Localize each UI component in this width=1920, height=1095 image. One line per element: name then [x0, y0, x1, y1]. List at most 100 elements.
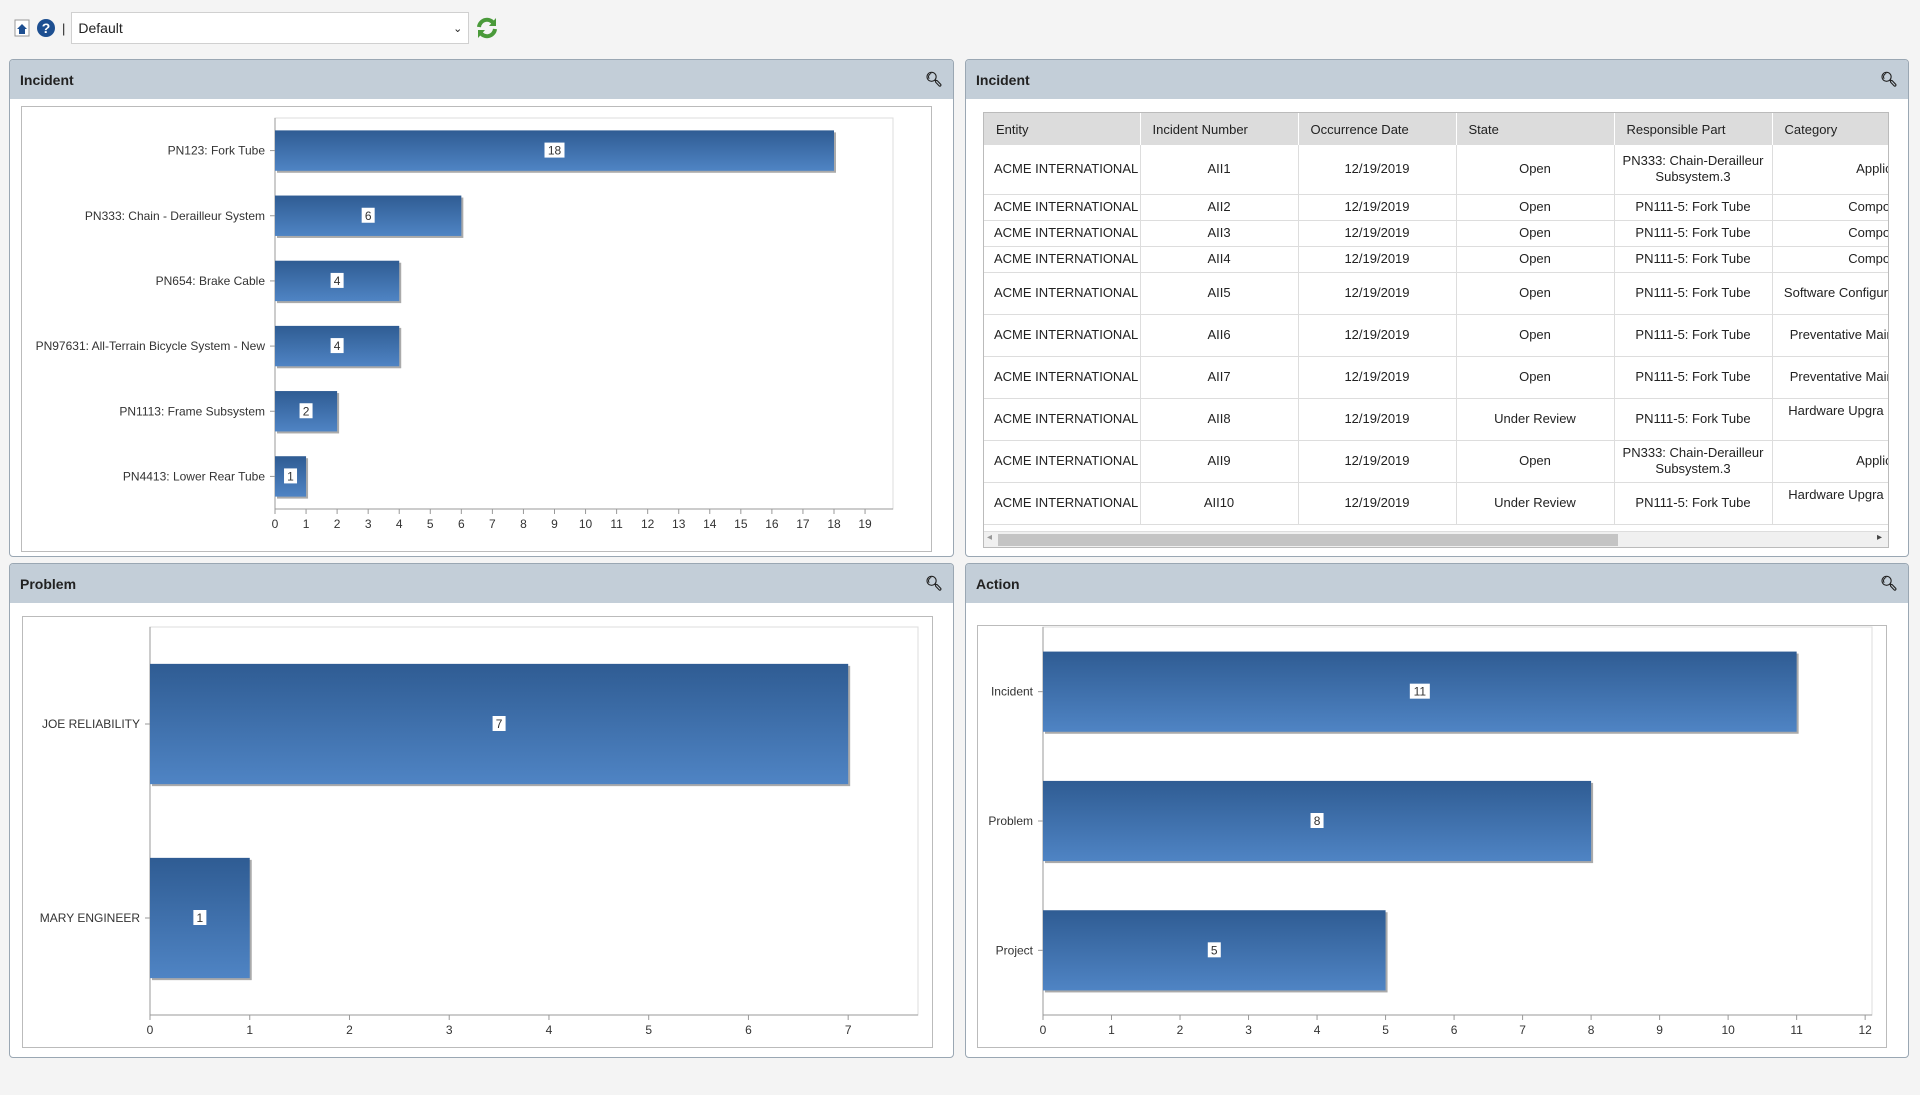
- panel-header: Problem 🔍︎: [10, 564, 953, 603]
- table-cell: 12/19/2019: [1298, 440, 1457, 483]
- x-tick-label: 13: [672, 517, 686, 531]
- data-label: 2: [303, 404, 310, 418]
- table-cell: AII7: [1140, 356, 1299, 399]
- table-row[interactable]: ACME INTERNATIONAL AII10 12/19/2019 Under R…: [984, 482, 1888, 525]
- table-cell: AII8: [1140, 398, 1299, 441]
- table-row[interactable]: ACME INTERNATIONAL AII7 12/19/2019 Open PN11…: [984, 356, 1888, 399]
- table-cell: ACME INTERNATIONAL: [984, 356, 1141, 399]
- chart-frame: 0 1 2 3 4 5 6 7 JOE RELIABILITY 7 MARY ENGINEER 1: [22, 616, 933, 1048]
- zoom-in-icon[interactable]: 🔍︎: [1880, 71, 1898, 87]
- column-header[interactable]: Entity: [984, 113, 1141, 145]
- table-cell: 12/19/2019: [1298, 246, 1457, 273]
- table-row[interactable]: ACME INTERNATIONAL AII5 12/19/2019 Open PN11…: [984, 272, 1888, 315]
- table-cell: Hardware Upgra Required To Ope: [1772, 482, 1888, 525]
- help-icon[interactable]: ?: [36, 18, 56, 38]
- data-label: 1: [197, 911, 204, 925]
- column-header[interactable]: State: [1456, 113, 1615, 145]
- table-cell: Open: [1456, 356, 1615, 399]
- category-label: Incident: [991, 685, 1034, 699]
- home-icon[interactable]: [14, 19, 30, 37]
- table-row[interactable]: ACME INTERNATIONAL AII8 12/19/2019 Under Re…: [984, 398, 1888, 441]
- table-cell: AII6: [1140, 314, 1299, 357]
- table-row[interactable]: ACME INTERNATIONAL AII2 12/19/2019 Open PN11…: [984, 194, 1888, 221]
- zoom-in-icon[interactable]: 🔍︎: [925, 71, 943, 87]
- category-label: JOE RELIABILITY: [42, 717, 140, 731]
- scroll-left-icon[interactable]: ◂: [987, 532, 993, 543]
- table-cell: Hardware Upgra Required To Ope: [1772, 398, 1888, 441]
- table-cell: PN111-5: Fork Tube: [1614, 356, 1773, 399]
- x-tick-label: 8: [520, 517, 527, 531]
- table-cell: PN111-5: Fork Tube: [1614, 194, 1773, 221]
- table-row[interactable]: ACME INTERNATIONAL AII9 12/19/2019 Open PN33…: [984, 440, 1888, 483]
- x-tick-label: 15: [734, 517, 748, 531]
- table-cell: Software Configur Problem: [1772, 272, 1888, 315]
- plot-area: [274, 117, 894, 510]
- table-cell: PN111-5: Fork Tube: [1614, 246, 1773, 273]
- x-tick-label: 7: [1519, 1023, 1526, 1037]
- column-header[interactable]: Incident Number: [1140, 113, 1299, 145]
- incident-table-panel: Incident 🔍︎ Entity Incident Number Occurren…: [965, 59, 1909, 557]
- data-label-box: [299, 403, 313, 419]
- x-tick-label: 18: [827, 517, 841, 531]
- data-label: 6: [365, 209, 372, 223]
- view-select[interactable]: Default ⌄: [71, 12, 470, 44]
- x-tick-label: 5: [645, 1023, 652, 1037]
- category-label: PN4413: Lower Rear Tube: [123, 469, 265, 483]
- zoom-in-icon[interactable]: 🔍︎: [1880, 575, 1898, 591]
- x-tick-label: 5: [427, 517, 434, 531]
- table-cell: ACME INTERNATIONAL: [984, 220, 1141, 247]
- x-tick-label: 7: [845, 1023, 852, 1037]
- data-label-box: [544, 142, 565, 158]
- chart-frame: 0 1 2 3 4 5 6 7 8 9 10 11 12 Incident 11 Problem 8 Projec…: [977, 625, 1887, 1048]
- x-tick-label: 16: [765, 517, 779, 531]
- x-tick-label: 2: [1177, 1023, 1184, 1037]
- data-label-box: [1310, 813, 1324, 828]
- category-label: PN123: Fork Tube: [168, 144, 266, 158]
- table-cell: Open: [1456, 314, 1615, 357]
- table-cell: 12/19/2019: [1298, 220, 1457, 247]
- x-tick-label: 10: [579, 517, 593, 531]
- table-cell: Under Review: [1456, 482, 1615, 525]
- table-cell: ACME INTERNATIONAL: [984, 145, 1141, 195]
- table-cell: AII1: [1140, 145, 1299, 195]
- column-header[interactable]: Responsible Part: [1614, 113, 1773, 145]
- scrollbar-thumb[interactable]: [998, 534, 1618, 546]
- table-row[interactable]: ACME INTERNATIONAL AII1 12/19/2019 Open PN33…: [984, 145, 1888, 195]
- x-tick-label: 2: [346, 1023, 353, 1037]
- category-label: PN333: Chain - Derailleur System: [85, 209, 265, 223]
- x-tick-label: 1: [1108, 1023, 1115, 1037]
- table-cell: PN333: Chain-Derailleur Subsystem.3: [1614, 145, 1773, 195]
- problem-chart-panel: Problem 🔍︎ 0 1 2 3 4 5 6 7 JOE RELIABILITY 7 MARY E…: [9, 563, 954, 1058]
- incident-chart-panel: Incident 🔍︎ 0 1 2 3 4 5 6 7 8 9 10 11 12 13 14 15 16 17 18 1…: [9, 59, 954, 557]
- x-tick-label: 10: [1721, 1023, 1735, 1037]
- panel-header: Incident 🔍︎: [966, 60, 1908, 99]
- refresh-icon[interactable]: [475, 16, 499, 40]
- table-cell: Application Iss: [1772, 145, 1888, 195]
- data-label-box: [193, 910, 207, 925]
- x-tick-label: 9: [1656, 1023, 1663, 1037]
- table-cell: Preventative Maintenance: [1772, 314, 1888, 357]
- table-cell: Open: [1456, 194, 1615, 221]
- panel-header: Incident 🔍︎: [10, 60, 953, 99]
- data-label-box: [330, 338, 344, 354]
- toolbar: ? | Default ⌄: [14, 12, 499, 44]
- zoom-in-icon[interactable]: 🔍︎: [925, 575, 943, 591]
- column-header[interactable]: Occurrence Date: [1298, 113, 1457, 145]
- x-tick-label: 4: [546, 1023, 553, 1037]
- chevron-down-icon: ⌄: [453, 22, 463, 35]
- table-cell: 12/19/2019: [1298, 272, 1457, 315]
- table-cell: Under Review: [1456, 398, 1615, 441]
- table-cell: 12/19/2019: [1298, 314, 1457, 357]
- table-row[interactable]: ACME INTERNATIONAL AII6 12/19/2019 Open PN11…: [984, 314, 1888, 357]
- chart-frame: 0 1 2 3 4 5 6 7 8 9 10 11 12 13 14 15 16 17 18 19 PN123: For…: [21, 106, 932, 552]
- column-header[interactable]: Category: [1772, 113, 1888, 145]
- table-cell: ACME INTERNATIONAL: [984, 246, 1141, 273]
- horizontal-scrollbar[interactable]: ◂ ▸: [984, 531, 1888, 547]
- table-row[interactable]: ACME INTERNATIONAL AII3 12/19/2019 Open PN11…: [984, 220, 1888, 247]
- table-row[interactable]: ACME INTERNATIONAL AII4 12/19/2019 Open PN11…: [984, 246, 1888, 273]
- data-label: 18: [548, 144, 562, 158]
- toolbar-separator: |: [62, 20, 66, 36]
- x-tick-label: 14: [703, 517, 717, 531]
- scroll-right-icon[interactable]: ▸: [1876, 532, 1882, 543]
